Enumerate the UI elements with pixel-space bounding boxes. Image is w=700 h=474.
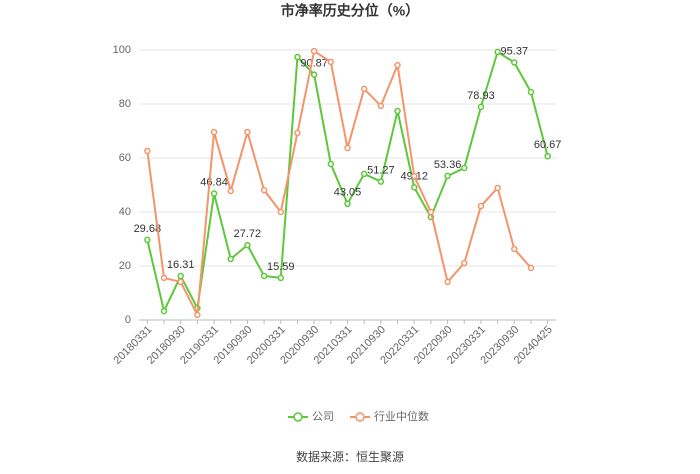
y-tick-label: 20 [119, 260, 131, 272]
y-tick-label: 100 [113, 44, 131, 56]
point [327, 160, 335, 168]
point [360, 170, 368, 178]
point [427, 208, 435, 216]
chart-title: 市净率历史分位（%） [281, 3, 419, 19]
point [461, 164, 468, 172]
point [160, 274, 168, 282]
point [327, 58, 335, 66]
point [144, 147, 151, 155]
point [444, 172, 451, 180]
point [344, 144, 351, 152]
point [477, 202, 485, 210]
point [477, 103, 485, 111]
value-label: 29.68 [134, 223, 162, 235]
value-label: 16.31 [167, 259, 195, 271]
point [294, 53, 301, 61]
point [410, 172, 418, 180]
source: 数据来源：恒生聚源 [296, 449, 404, 464]
point [260, 272, 268, 280]
value-label: 46.84 [200, 176, 228, 188]
point [527, 264, 535, 272]
point [227, 255, 234, 263]
y-tick-label: 60 [119, 152, 131, 164]
point [461, 259, 468, 267]
value-label: 51.27 [367, 164, 395, 176]
point [194, 311, 201, 319]
point [394, 107, 401, 115]
value-label: 78.93 [467, 90, 495, 102]
point [210, 190, 218, 197]
point [244, 128, 251, 136]
point [360, 85, 368, 93]
y-tick-label: 40 [119, 206, 131, 218]
value-label: 60.67 [534, 139, 562, 151]
point [227, 187, 234, 195]
legend-marker [355, 412, 365, 422]
point [260, 186, 268, 194]
point [277, 274, 285, 282]
value-label: 15.59 [267, 261, 295, 273]
value-label: 53.36 [434, 159, 462, 171]
series-line [146, 49, 532, 319]
point [210, 128, 218, 136]
point [310, 47, 318, 55]
point [144, 236, 151, 244]
value-label: 90.87 [300, 58, 328, 70]
y-tick-label: 80 [119, 98, 131, 110]
point [177, 272, 184, 280]
legend-label: 行业中位数 [374, 409, 429, 423]
point [494, 184, 501, 192]
point [527, 88, 535, 96]
point [377, 102, 385, 110]
y-tick-label: 0 [125, 314, 131, 326]
point [177, 278, 184, 286]
point [511, 59, 518, 66]
point [544, 152, 551, 160]
point [244, 241, 251, 249]
point [511, 245, 518, 253]
value-label: 43.05 [334, 187, 362, 199]
point [444, 278, 451, 286]
value-label: 27.72 [234, 228, 262, 240]
point [394, 61, 401, 69]
legend-marker [293, 412, 303, 422]
value-label: 95.37 [501, 45, 529, 57]
point [344, 200, 351, 208]
point [310, 71, 318, 78]
point [410, 184, 418, 191]
point [377, 178, 385, 185]
point [494, 48, 501, 56]
point [294, 129, 301, 137]
legend-label: 公司 [312, 411, 334, 423]
point [277, 208, 285, 216]
point [160, 307, 168, 315]
